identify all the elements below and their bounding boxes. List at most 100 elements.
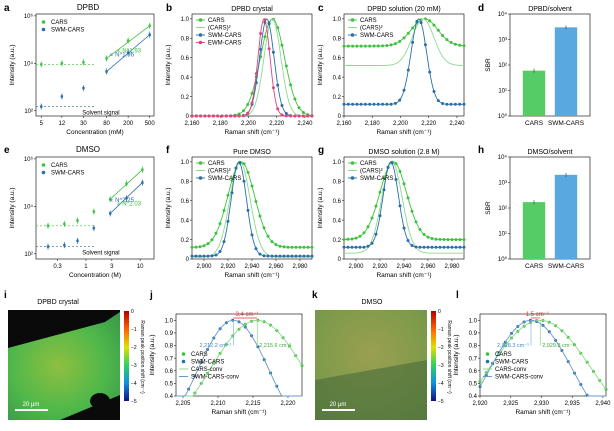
data-point [418, 245, 422, 249]
data-point [210, 238, 214, 242]
x-tick-label: 2,220 [421, 121, 437, 127]
data-point [428, 70, 432, 74]
data-point [441, 34, 445, 37]
panel-label-g: g [318, 145, 324, 156]
data-point [210, 254, 214, 258]
y-tick-label: 1.0 [181, 17, 190, 23]
x-tick-label: 2,900 [196, 264, 212, 270]
legend-marker [350, 33, 355, 37]
data-point [250, 91, 254, 95]
data-point [385, 102, 389, 106]
x-tick-label: 3 [110, 264, 114, 270]
y-axis-label: Intensity (a.u.) [165, 187, 172, 228]
legend-label: SWM-CARS [360, 176, 393, 182]
y-tick-label: 0.5 [469, 382, 478, 388]
data-point [442, 245, 446, 249]
category-label: CARS [525, 263, 544, 270]
data-point [354, 245, 358, 249]
fit-label-swm: ∝ N^1.96 [109, 53, 134, 59]
charts-layer: 0 0.2 0.4 0.6 0.8 1.0 2,160 2,180 2,200 2,220 2,24… [9, 6, 611, 416]
data-point [382, 177, 386, 180]
y-tick-label: 0.8 [469, 344, 478, 350]
y-tick-label: 0 [186, 257, 190, 263]
data-point [442, 238, 446, 241]
data-point [350, 245, 354, 249]
data-point [190, 254, 194, 258]
x-tick-label: 2,935 [565, 401, 581, 407]
panel-label-a: a [4, 3, 10, 14]
y-tick-label: 1.0 [333, 17, 342, 23]
x-axis-label: Concentration (mM) [66, 129, 123, 136]
legend-label: CARS [495, 352, 512, 358]
colorbar-tick-label: −4 [131, 381, 137, 387]
data-point [422, 245, 426, 249]
data-point [301, 111, 305, 114]
data-point [220, 114, 224, 118]
data-point [359, 44, 363, 48]
data-point [462, 44, 466, 48]
series-line-swmcarsconv [176, 319, 302, 397]
chart-title: Pure DMSO [233, 149, 271, 156]
x-tick-label: 2,900 [348, 264, 364, 270]
data-point [446, 245, 450, 249]
solvent-label: Solvent signal [82, 111, 119, 117]
data-point [393, 101, 397, 105]
data-point [438, 237, 442, 241]
data-point [310, 245, 314, 249]
y-tick-label: 10⁴ [498, 154, 508, 161]
data-point [390, 161, 394, 165]
data-point [63, 222, 66, 226]
category-label: SWM-CARS [548, 120, 585, 127]
data-point [436, 28, 440, 32]
x-tick-label: 10 [137, 264, 144, 270]
data-point [351, 102, 355, 106]
y-tick-label: 0.4 [165, 394, 174, 400]
data-point [271, 86, 275, 90]
legend-label: CARS [51, 20, 68, 26]
panel-label-c: c [318, 3, 324, 14]
x-tick-label: 1 [84, 264, 88, 270]
data-point [238, 161, 242, 165]
chart-b-axes: 0 0.2 0.4 0.6 0.8 1.0 2,160 2,180 2,200 2,220 2,24… [165, 6, 313, 136]
data-point [211, 114, 215, 118]
legend-marker [485, 352, 490, 356]
data-point [402, 226, 406, 230]
panel-k-title: DMSO [362, 299, 384, 306]
data-point [241, 114, 245, 118]
fit-label-cars: ∝ N^2.03 [116, 202, 141, 208]
data-point [198, 245, 202, 249]
y-tick-label: 10³ [498, 38, 507, 44]
data-point [462, 238, 466, 242]
chart-d-bars: CARS SWM-CARS [522, 25, 585, 127]
data-point [263, 18, 267, 22]
data-point [126, 39, 130, 42]
data-point [274, 254, 278, 258]
data-point [306, 114, 310, 118]
data-point [190, 114, 194, 118]
plot-frame [191, 13, 313, 117]
data-point [410, 209, 414, 213]
colorbar-tick-label: 0 [438, 309, 441, 315]
data-point [214, 253, 218, 257]
x-tick-label: 2,220 [269, 121, 285, 127]
data-point [423, 43, 427, 47]
data-point [282, 245, 286, 249]
x-tick-label: 2,920 [472, 401, 488, 407]
legend-label: SWM-CARS-conv [495, 375, 543, 381]
data-point [125, 182, 128, 185]
data-point [458, 238, 462, 242]
data-point [445, 38, 449, 42]
y-tick-label: 10¹ [498, 232, 507, 238]
x-tick-label: 2,160 [336, 121, 352, 127]
data-point [381, 44, 385, 48]
data-point [453, 102, 457, 106]
data-point [406, 31, 410, 35]
data-point [414, 245, 418, 249]
data-point [233, 114, 237, 118]
panel-label-d: d [478, 3, 484, 14]
data-point [254, 72, 258, 76]
data-point [453, 42, 457, 46]
legend-label: SWM-CARS [51, 171, 84, 177]
data-point [346, 44, 350, 48]
data-point [430, 245, 434, 249]
